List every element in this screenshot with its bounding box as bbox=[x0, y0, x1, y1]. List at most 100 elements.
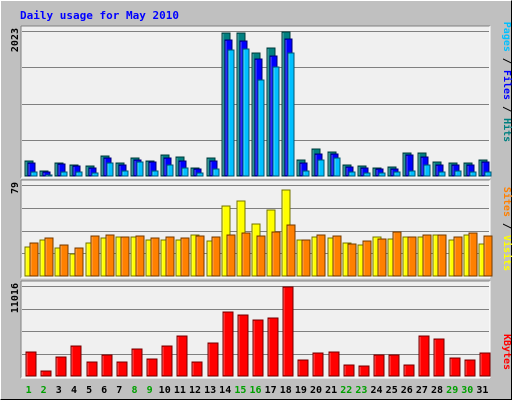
bar-pages-day-11 bbox=[181, 167, 189, 177]
bar-kbytes-day-27 bbox=[418, 335, 430, 377]
bar-pages-day-18 bbox=[287, 52, 295, 177]
bar-pages-day-7 bbox=[121, 170, 129, 177]
x-tick-label-day-17: 17 bbox=[265, 385, 277, 396]
bar-kbytes bbox=[343, 364, 355, 377]
bar-pages-day-21 bbox=[333, 157, 341, 177]
bar-sites bbox=[165, 236, 175, 277]
bar-sites bbox=[286, 224, 296, 277]
bar-kbytes-day-21 bbox=[328, 351, 340, 377]
bar-sites bbox=[468, 232, 478, 277]
bar-sites-day-7 bbox=[120, 236, 130, 277]
bar-kbytes-day-8 bbox=[131, 348, 143, 377]
legend-visits: Visits bbox=[501, 235, 512, 271]
bar-pages-day-28 bbox=[438, 171, 446, 177]
x-tick-label-day-31: 31 bbox=[476, 385, 488, 396]
panel-1: 2023 bbox=[10, 25, 492, 179]
legend-files: Files bbox=[501, 70, 512, 100]
x-tick-label-day-9: 9 bbox=[147, 385, 153, 396]
legend-separator: / bbox=[501, 52, 512, 70]
bar-sites bbox=[347, 243, 357, 277]
x-tick-label-day-22: 22 bbox=[340, 385, 352, 396]
bar-sites bbox=[105, 234, 115, 277]
bar-kbytes bbox=[479, 352, 491, 377]
bar-sites-day-30 bbox=[468, 232, 478, 277]
bar-pages bbox=[363, 172, 371, 177]
bar-kbytes-day-19 bbox=[297, 359, 309, 377]
bar-sites bbox=[29, 242, 39, 277]
x-tick-label-day-6: 6 bbox=[101, 385, 107, 396]
bar-sites bbox=[453, 236, 463, 277]
chart-title: Daily usage for May 2010 bbox=[20, 9, 179, 22]
bar-kbytes bbox=[312, 352, 324, 377]
bar-sites-day-22 bbox=[347, 243, 357, 277]
bar-kbytes bbox=[433, 338, 445, 377]
bar-kbytes bbox=[86, 361, 98, 377]
bar-pages-day-31 bbox=[484, 171, 492, 177]
x-tick-label-day-15: 15 bbox=[234, 385, 246, 396]
x-tick-label-day-11: 11 bbox=[174, 385, 186, 396]
bar-sites-day-6 bbox=[105, 234, 115, 277]
legend-sites: Sites bbox=[501, 187, 512, 217]
bar-sites-day-15 bbox=[241, 232, 251, 277]
bar-pages bbox=[257, 79, 265, 177]
bar-kbytes bbox=[222, 311, 234, 377]
bar-pages-day-13 bbox=[212, 168, 220, 177]
bar-sites bbox=[316, 234, 326, 277]
bar-pages bbox=[106, 162, 114, 177]
bar-pages bbox=[333, 157, 341, 177]
bar-pages bbox=[196, 172, 204, 177]
bar-sites bbox=[59, 244, 69, 277]
x-tick-label-day-21: 21 bbox=[325, 385, 337, 396]
bar-sites bbox=[74, 247, 84, 277]
bar-kbytes bbox=[131, 348, 143, 377]
bar-sites-day-10 bbox=[165, 236, 175, 277]
bar-kbytes bbox=[358, 365, 370, 377]
bar-kbytes-day-14 bbox=[222, 311, 234, 377]
bar-sites-day-19 bbox=[301, 239, 311, 277]
bar-kbytes-day-28 bbox=[433, 338, 445, 377]
bar-pages-day-14 bbox=[227, 49, 235, 177]
bar-sites-day-3 bbox=[59, 244, 69, 277]
bar-pages bbox=[317, 159, 325, 177]
bar-kbytes-day-2 bbox=[40, 370, 52, 377]
bar-sites bbox=[256, 235, 266, 277]
bar-kbytes-day-11 bbox=[176, 335, 188, 377]
bar-sites-day-4 bbox=[74, 247, 84, 277]
bar-sites bbox=[362, 240, 372, 277]
bar-sites-day-27 bbox=[422, 234, 432, 277]
bar-kbytes bbox=[146, 358, 158, 377]
bar-sites-day-2 bbox=[44, 237, 54, 277]
bar-kbytes bbox=[267, 317, 279, 377]
bar-pages-day-16 bbox=[257, 79, 265, 177]
x-tick-label-day-16: 16 bbox=[249, 385, 261, 396]
legend-panel-3: KBytes bbox=[501, 334, 512, 370]
bar-pages bbox=[454, 170, 462, 177]
bar-pages-day-29 bbox=[454, 170, 462, 177]
bar-kbytes-day-5 bbox=[86, 361, 98, 377]
bar-sites-day-12 bbox=[195, 235, 205, 277]
bar-pages-day-9 bbox=[151, 170, 159, 177]
bar-sites-day-13 bbox=[211, 236, 221, 277]
bar-pages bbox=[287, 52, 295, 177]
bar-kbytes bbox=[55, 356, 67, 377]
bar-kbytes-day-9 bbox=[146, 358, 158, 377]
bar-sites bbox=[120, 236, 130, 277]
bar-sites-day-18 bbox=[286, 224, 296, 277]
bar-kbytes-day-20 bbox=[312, 352, 324, 377]
bar-kbytes bbox=[70, 345, 82, 377]
bar-kbytes-day-10 bbox=[161, 345, 173, 377]
y-max-label: 2023 bbox=[10, 28, 21, 52]
bar-kbytes bbox=[449, 357, 461, 377]
bar-pages-day-24 bbox=[378, 172, 386, 177]
x-tick-label-day-12: 12 bbox=[189, 385, 201, 396]
x-tick-label-day-3: 3 bbox=[56, 385, 62, 396]
bar-kbytes-day-4 bbox=[70, 345, 82, 377]
bar-sites-day-24 bbox=[377, 238, 387, 277]
bar-kbytes bbox=[403, 364, 415, 377]
bar-pages-day-2 bbox=[45, 174, 53, 177]
y-max-label: 79 bbox=[10, 182, 21, 194]
bar-sites bbox=[332, 235, 342, 277]
bar-kbytes-day-24 bbox=[373, 354, 385, 377]
bar-kbytes-day-13 bbox=[207, 342, 219, 377]
